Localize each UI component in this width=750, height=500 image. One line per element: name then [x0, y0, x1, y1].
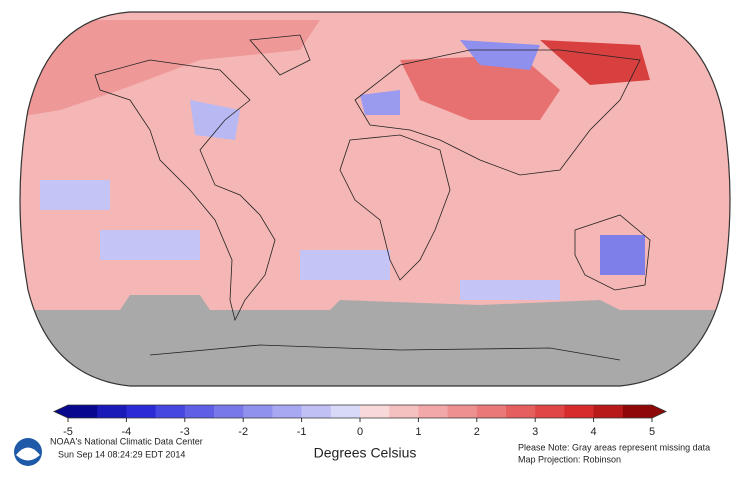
colorbar-segment: [389, 405, 419, 418]
cool-region: [300, 250, 390, 280]
colorbar-segment: [243, 405, 273, 418]
cool-region: [100, 230, 200, 260]
colorbar-tick-label: -3: [180, 426, 190, 438]
colorbar-segment: [301, 405, 332, 418]
colorbar-tick-label: 1: [415, 426, 421, 438]
colorbar-segment: [506, 405, 536, 418]
cool-region: [600, 235, 645, 275]
note: Please Note: Gray areas represent missin…: [518, 442, 710, 452]
timestamp: Sun Sep 14 08:24:29 EDT 2014: [58, 449, 185, 459]
warm-region: [400, 55, 560, 120]
cool-region: [460, 40, 540, 70]
colorbar-segment: [593, 405, 624, 418]
colorbar-tick-label: -4: [122, 426, 132, 438]
colorbar-segment: [272, 405, 303, 418]
map-border: [19, 11, 731, 387]
colorbar-tick-label: 2: [474, 426, 480, 438]
cool-region: [460, 280, 560, 300]
colorbar-segment: [126, 405, 157, 418]
coastlines: [94, 34, 651, 361]
colorbar-label: Degrees Celsius: [314, 445, 417, 461]
colorbar-segment: [97, 405, 127, 418]
noaa-logo-bird: [16, 447, 40, 461]
colorbar-extend-low: [54, 405, 68, 418]
colorbar-tick-label: 0: [357, 426, 363, 438]
colorbar-segment: [214, 405, 244, 418]
colorbar-extend-high: [652, 405, 666, 418]
warm-region: [20, 20, 320, 120]
cool-region: [190, 100, 240, 140]
colorbar-segment: [330, 405, 361, 418]
colorbar-segment: [476, 405, 507, 418]
colorbar: -5 -4 -3 -2 -1 0 1 2 3 4 5: [53, 404, 667, 438]
colorbar-tick-label: -2: [238, 426, 248, 438]
colorbar-segment: [535, 405, 565, 418]
missing-data: [20, 295, 730, 386]
colorbar-segment: [564, 405, 595, 418]
source: NOAA's National Climatic Data Center: [50, 436, 203, 446]
colorbar-tick-label: -5: [63, 426, 73, 438]
colorbar-segment: [418, 405, 449, 418]
colorbar-tick-label: 3: [532, 426, 538, 438]
colorbar-segment: [68, 405, 98, 418]
colorbar-tick-label: 5: [649, 426, 655, 438]
colorbar-segment: [622, 405, 653, 418]
colorbar-segment: [360, 405, 390, 418]
cool-region: [40, 180, 110, 210]
colorbar-tick-label: -1: [297, 426, 307, 438]
projection: Map Projection: Robinson: [518, 454, 621, 464]
colorbar-segment: [184, 405, 215, 418]
colorbar-segment: [447, 405, 478, 418]
map: [20, 12, 730, 386]
cool-region: [360, 90, 400, 115]
colorbar-tick-label: 4: [591, 426, 597, 438]
colorbar-segment: [155, 405, 186, 418]
